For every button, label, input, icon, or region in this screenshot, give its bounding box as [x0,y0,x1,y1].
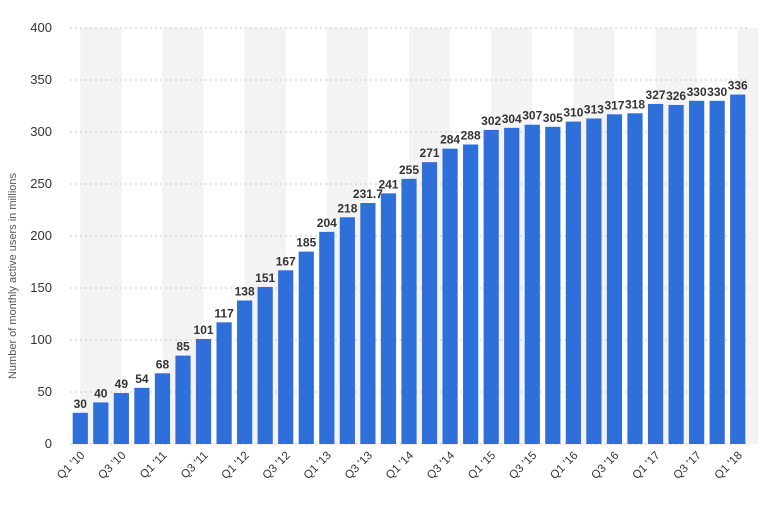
y-tick-label: 50 [38,384,52,399]
bar[interactable] [72,412,88,444]
x-tick-label: Q1 '14 [384,449,417,482]
bar-value-label: 327 [646,88,666,102]
bar-value-label: 313 [584,102,604,116]
bar[interactable] [93,402,109,444]
x-tick-label: Q1 '13 [302,450,334,482]
x-tick-label: Q1 '15 [466,450,498,482]
bar-value-label: 85 [176,340,190,354]
bar[interactable] [668,104,684,445]
y-tick-label: 300 [30,124,52,139]
bar-value-label: 167 [276,254,296,268]
y-tick-label: 400 [30,20,52,35]
bar-value-label: 151 [255,271,275,285]
bars [72,94,746,445]
bar[interactable] [257,286,273,444]
bar-value-label: 330 [707,85,727,99]
bar-value-label: 218 [337,201,357,215]
bar-value-label: 317 [604,98,624,112]
bar-value-label: 117 [214,306,234,320]
bar-value-label: 49 [115,377,129,391]
bar[interactable] [709,100,725,445]
bar[interactable] [237,300,253,444]
bar[interactable] [483,129,499,445]
bar-value-label: 40 [94,386,108,400]
bar[interactable] [421,162,438,444]
x-tick-label: Q3 '14 [425,449,458,482]
y-tick-label: 200 [30,228,52,243]
y-axis-title: Number of monthly active users in millio… [7,172,19,379]
x-tick-label: Q1 '12 [220,450,252,482]
y-tick-label: 100 [30,332,52,347]
bar-value-label: 68 [156,357,170,371]
bar[interactable] [380,193,397,444]
bar-value-label: 241 [378,177,398,191]
y-axis-ticks: 0 50 100 150 200 250 300 350 400 [30,20,52,451]
bar[interactable] [524,124,540,444]
x-tick-label: Q1 '10 [55,450,87,482]
x-tick-label: Q1 '18 [713,450,745,482]
y-tick-label: 0 [45,436,52,451]
bar[interactable] [627,113,643,444]
bar-value-label: 30 [74,397,88,411]
value-labels: 30 40 49 54 68 85 101117138151167185204218231.… [74,79,748,411]
bar[interactable] [134,387,150,444]
bar[interactable] [442,148,458,444]
bar-value-label: 310 [563,106,583,120]
bar-value-label: 255 [399,163,419,177]
bar-value-label: 305 [543,111,563,125]
bar-value-label: 326 [666,89,686,103]
bar[interactable] [647,103,664,445]
bar-value-label: 330 [687,85,707,99]
bar[interactable] [113,393,129,444]
bar[interactable] [278,270,294,444]
x-tick-label: Q1 '17 [630,450,662,482]
bar-value-label: 101 [194,323,214,337]
bar[interactable] [689,100,705,445]
x-tick-label: Q3 '17 [672,450,704,482]
x-tick-label: Q3 '13 [343,450,375,482]
bar-value-label: 288 [461,128,481,142]
bar[interactable] [504,127,520,444]
bar-value-label: 302 [481,114,501,128]
bar[interactable] [463,144,479,445]
bar[interactable] [298,251,314,444]
bar-value-label: 54 [135,372,149,386]
y-tick-label: 350 [30,72,52,87]
bar[interactable] [319,231,335,444]
bar[interactable] [154,373,171,444]
x-axis-ticks: Q1 '10 Q3 '10 Q1 '11 Q3 '11 Q1 '12 Q3 '12 Q1 '… [55,449,745,482]
bar-value-label: 185 [296,236,316,250]
bar-value-label: 204 [317,216,337,230]
bar-value-label: 284 [440,133,460,147]
x-tick-label: Q3 '15 [507,450,539,482]
bar[interactable] [339,217,355,444]
bar[interactable] [401,178,417,445]
bar[interactable] [360,203,376,444]
bar[interactable] [175,355,191,444]
x-tick-label: Q1 '16 [548,450,580,482]
x-tick-label: Q3 '16 [589,450,621,482]
bar-value-label: 231.7 [353,187,383,201]
bar[interactable] [586,118,602,444]
y-tick-label: 150 [30,280,52,295]
x-tick-label: Q3 '12 [261,450,293,482]
bar-value-label: 271 [420,146,440,160]
bar-value-label: 336 [728,79,748,93]
bar[interactable] [565,121,581,444]
bar-value-label: 307 [522,109,542,123]
bar[interactable] [545,126,561,445]
bar[interactable] [216,322,232,444]
x-tick-label: Q3 '11 [179,450,211,482]
bar-value-label: 318 [625,97,645,111]
bar[interactable] [195,338,212,444]
y-tick-label: 250 [30,176,52,191]
bar-value-label: 304 [502,112,522,126]
bar[interactable] [606,114,623,444]
x-tick-label: Q1 '11 [138,450,170,482]
bar[interactable] [730,94,746,444]
x-tick-label: Q3 '10 [96,450,128,482]
bar-value-label: 138 [235,284,255,298]
